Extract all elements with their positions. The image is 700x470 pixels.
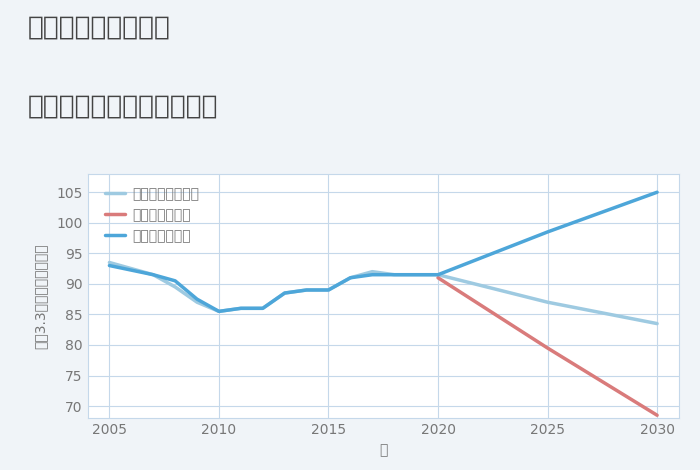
グッドシナリオ — [412, 272, 420, 277]
バッドシナリオ — [434, 275, 442, 281]
ノーマルシナリオ — [346, 275, 355, 281]
グッドシナリオ — [302, 287, 311, 293]
Legend: ノーマルシナリオ, バッドシナリオ, グッドシナリオ: ノーマルシナリオ, バッドシナリオ, グッドシナリオ — [100, 183, 204, 248]
ノーマルシナリオ — [215, 308, 223, 314]
ノーマルシナリオ — [105, 259, 113, 265]
ノーマルシナリオ — [171, 284, 179, 290]
グッドシナリオ — [215, 308, 223, 314]
グッドシナリオ — [653, 189, 662, 195]
ノーマルシナリオ — [390, 272, 398, 277]
ノーマルシナリオ — [193, 299, 201, 305]
グッドシナリオ — [281, 290, 289, 296]
ノーマルシナリオ — [237, 306, 245, 311]
Y-axis label: 坪（3.3㎡）単価（万円）: 坪（3.3㎡）単価（万円） — [34, 243, 48, 349]
グッドシナリオ — [149, 272, 158, 277]
ノーマルシナリオ — [281, 290, 289, 296]
ノーマルシナリオ — [368, 269, 377, 274]
ノーマルシナリオ — [434, 272, 442, 277]
ノーマルシナリオ — [149, 272, 158, 277]
ノーマルシナリオ — [412, 272, 420, 277]
グッドシナリオ — [346, 275, 355, 281]
グッドシナリオ — [390, 272, 398, 277]
グッドシナリオ — [237, 306, 245, 311]
ノーマルシナリオ — [653, 321, 662, 326]
ノーマルシナリオ — [543, 299, 552, 305]
グッドシナリオ — [258, 306, 267, 311]
ノーマルシナリオ — [324, 287, 332, 293]
Line: グッドシナリオ: グッドシナリオ — [109, 192, 657, 311]
Text: 三重県伊賀市土橋の: 三重県伊賀市土橋の — [28, 14, 171, 40]
Line: バッドシナリオ: バッドシナリオ — [438, 278, 657, 415]
X-axis label: 年: 年 — [379, 443, 387, 457]
グッドシナリオ — [368, 272, 377, 277]
Line: ノーマルシナリオ: ノーマルシナリオ — [109, 262, 657, 323]
Text: 中古マンションの価格推移: 中古マンションの価格推移 — [28, 94, 218, 120]
ノーマルシナリオ — [258, 306, 267, 311]
ノーマルシナリオ — [302, 287, 311, 293]
グッドシナリオ — [543, 229, 552, 235]
グッドシナリオ — [171, 278, 179, 283]
グッドシナリオ — [434, 272, 442, 277]
グッドシナリオ — [324, 287, 332, 293]
グッドシナリオ — [105, 263, 113, 268]
バッドシナリオ — [543, 345, 552, 351]
バッドシナリオ — [653, 413, 662, 418]
グッドシナリオ — [193, 296, 201, 302]
